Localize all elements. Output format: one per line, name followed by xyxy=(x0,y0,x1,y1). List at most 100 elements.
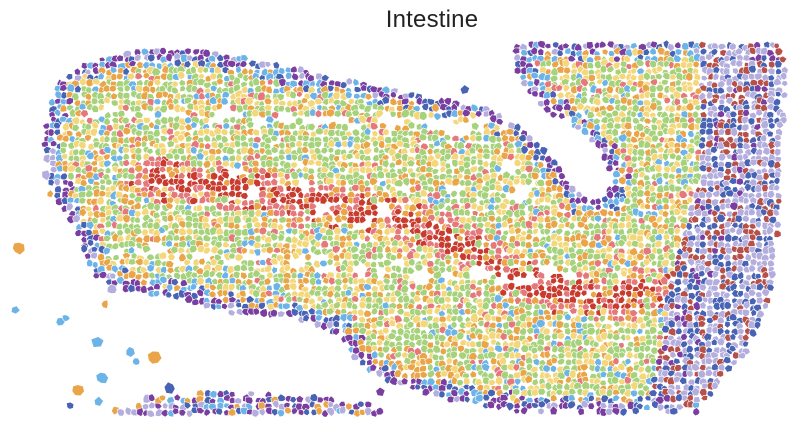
cell xyxy=(747,64,757,74)
cell xyxy=(735,53,744,63)
cell xyxy=(562,83,571,93)
cell xyxy=(202,66,209,74)
cell xyxy=(586,327,597,336)
cell xyxy=(563,229,572,237)
cell xyxy=(501,370,509,380)
cell xyxy=(530,90,539,98)
cell xyxy=(149,85,157,95)
cell xyxy=(215,77,224,86)
cell xyxy=(208,111,216,119)
cell xyxy=(545,59,552,68)
cell xyxy=(451,134,460,142)
cell xyxy=(452,296,460,304)
cell xyxy=(439,347,448,356)
cell xyxy=(748,328,758,338)
cell xyxy=(748,297,757,305)
cell xyxy=(371,92,380,101)
cell xyxy=(381,95,390,105)
cell xyxy=(110,117,119,124)
cell xyxy=(159,104,168,114)
cell xyxy=(314,126,324,135)
cell xyxy=(680,208,688,216)
cell xyxy=(719,266,727,275)
cell xyxy=(389,90,397,99)
cell xyxy=(146,264,155,273)
cell xyxy=(625,350,634,360)
cell xyxy=(712,72,720,81)
cell xyxy=(258,60,267,69)
cell xyxy=(767,259,776,268)
cell xyxy=(704,369,714,377)
cell xyxy=(115,154,124,162)
cell xyxy=(127,72,136,81)
cell xyxy=(710,284,720,292)
cell xyxy=(190,145,198,155)
cell xyxy=(278,99,287,107)
cell xyxy=(109,66,118,75)
cell xyxy=(637,351,645,361)
cell xyxy=(192,48,200,56)
cell xyxy=(277,104,285,113)
cell xyxy=(286,99,294,108)
cell xyxy=(433,112,442,122)
cell xyxy=(470,121,480,131)
cell xyxy=(90,97,99,105)
cell xyxy=(532,288,540,298)
cell xyxy=(369,260,378,268)
cell xyxy=(227,283,236,292)
cell xyxy=(209,95,218,105)
cell xyxy=(775,197,783,205)
cell xyxy=(580,126,589,136)
cell xyxy=(618,72,627,81)
cell xyxy=(265,246,274,255)
cell xyxy=(59,104,68,113)
cell xyxy=(456,235,464,242)
cell xyxy=(102,96,111,105)
cell xyxy=(407,91,415,99)
cell xyxy=(265,85,273,94)
cell xyxy=(605,164,614,173)
cell xyxy=(476,204,484,213)
cell xyxy=(605,65,615,74)
cell xyxy=(543,227,552,236)
cell xyxy=(98,190,107,198)
cell xyxy=(766,67,776,76)
cell xyxy=(624,172,633,180)
cell xyxy=(501,265,512,274)
cell xyxy=(686,84,694,93)
cell xyxy=(96,196,105,206)
cell xyxy=(235,301,242,309)
cell xyxy=(419,371,428,379)
cell xyxy=(697,40,707,50)
cell xyxy=(723,364,733,373)
cell xyxy=(178,198,188,206)
cell xyxy=(196,203,204,212)
cell xyxy=(304,253,312,262)
cell xyxy=(290,227,299,236)
cell xyxy=(705,66,715,78)
cell xyxy=(749,233,757,242)
cell-layer xyxy=(10,39,789,419)
cell xyxy=(723,221,732,229)
cell xyxy=(351,128,361,137)
cell xyxy=(774,47,784,57)
cell xyxy=(556,91,565,100)
cell xyxy=(599,370,608,378)
cell xyxy=(116,72,124,81)
cell xyxy=(207,54,216,63)
cell xyxy=(78,141,87,150)
cell xyxy=(747,288,757,297)
cell xyxy=(252,289,260,299)
cell xyxy=(512,177,521,186)
cell xyxy=(742,109,751,118)
cell xyxy=(115,54,124,62)
cell xyxy=(134,273,143,281)
cell xyxy=(72,148,80,157)
cell xyxy=(320,146,329,155)
cell xyxy=(364,93,373,101)
cell xyxy=(539,59,547,69)
cell xyxy=(624,333,632,342)
cell xyxy=(593,214,603,223)
cell xyxy=(524,303,533,312)
cell xyxy=(332,319,340,328)
